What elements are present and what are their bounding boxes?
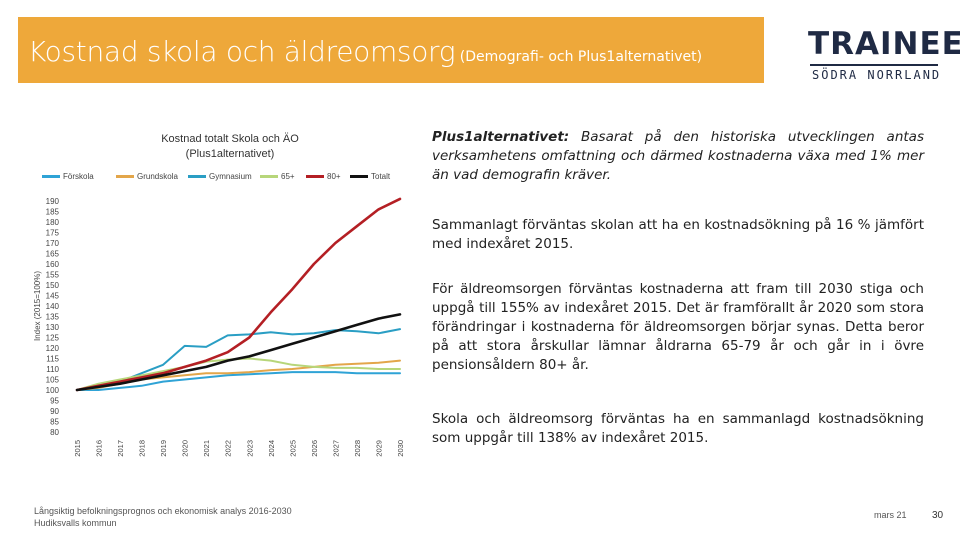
paragraph-plus1-lead: Plus1alternativet: bbox=[432, 129, 570, 145]
legend-swatch-forskola bbox=[42, 175, 60, 179]
legend-label-80plus: 80+ bbox=[327, 172, 341, 181]
legend-label-gymnasium: Gymnasium bbox=[209, 172, 252, 181]
legend-item-65plus: 65+ bbox=[260, 172, 295, 181]
logo-sub-text: SÖDRA NORRLAND bbox=[812, 68, 942, 82]
legend-label-forskola: Förskola bbox=[63, 172, 94, 181]
legend-label-totalt: Totalt bbox=[371, 172, 391, 181]
legend-label-grundskola: Grundskola bbox=[137, 172, 178, 181]
legend-swatch-gymnasium bbox=[188, 175, 206, 179]
legend-item-totalt: Totalt bbox=[350, 172, 390, 181]
chart-legend: Förskola Grundskola Gymnasium 65+ 80+ To… bbox=[34, 172, 426, 186]
chart-title-line2: (Plus1alternativet) bbox=[185, 148, 275, 160]
footer-source: Långsiktig befolkningsprognos och ekonom… bbox=[34, 505, 292, 529]
legend-item-forskola: Förskola bbox=[42, 172, 94, 181]
paragraph-plus1: Plus1alternativet: Basarat på den histor… bbox=[432, 128, 924, 185]
page-number: 30 bbox=[932, 510, 944, 521]
legend-item-grundskola: Grundskola bbox=[116, 172, 178, 181]
legend-swatch-80plus bbox=[306, 175, 324, 179]
legend-item-80plus: 80+ bbox=[306, 172, 341, 181]
page-title: Kostnad skola och äldreomsorg (Demografi… bbox=[28, 35, 702, 68]
logo-divider bbox=[810, 64, 938, 66]
footer-date: mars 21 bbox=[874, 510, 907, 520]
chart-title-line1: Kostnad totalt Skola och ÄO bbox=[161, 133, 299, 145]
logo-main-text: TRAINEE bbox=[808, 26, 960, 62]
title-subtitle: (Demografi- och Plus1alternativet) bbox=[459, 49, 703, 65]
paragraph-plus1-body: Basarat på den historiska utvecklingen a… bbox=[432, 129, 924, 183]
legend-swatch-totalt bbox=[350, 175, 368, 179]
title-main: Kostnad skola och äldreomsorg bbox=[28, 35, 456, 68]
chart-container: Kostnad totalt Skola och ÄO (Plus1altern… bbox=[34, 112, 426, 494]
paragraph-elderly-care: För äldreomsorgen förväntas kostnaderna … bbox=[432, 281, 924, 373]
header-banner: Kostnad skola och äldreomsorg (Demografi… bbox=[18, 17, 764, 83]
legend-item-gymnasium: Gymnasium bbox=[188, 172, 252, 181]
footer-source-line1: Långsiktig befolkningsprognos och ekonom… bbox=[34, 506, 292, 516]
footer-source-line2: Hudiksvalls kommun bbox=[34, 518, 117, 528]
legend-swatch-65plus bbox=[260, 175, 278, 179]
legend-label-65plus: 65+ bbox=[281, 172, 295, 181]
legend-swatch-grundskola bbox=[116, 175, 134, 179]
trainee-logo: TRAINEE SÖDRA NORRLAND bbox=[804, 22, 960, 84]
paragraph-combined: Skola och äldreomsorg förväntas ha en sa… bbox=[432, 411, 924, 446]
paragraph-school: Sammanlagt förväntas skolan att ha en ko… bbox=[432, 217, 924, 252]
